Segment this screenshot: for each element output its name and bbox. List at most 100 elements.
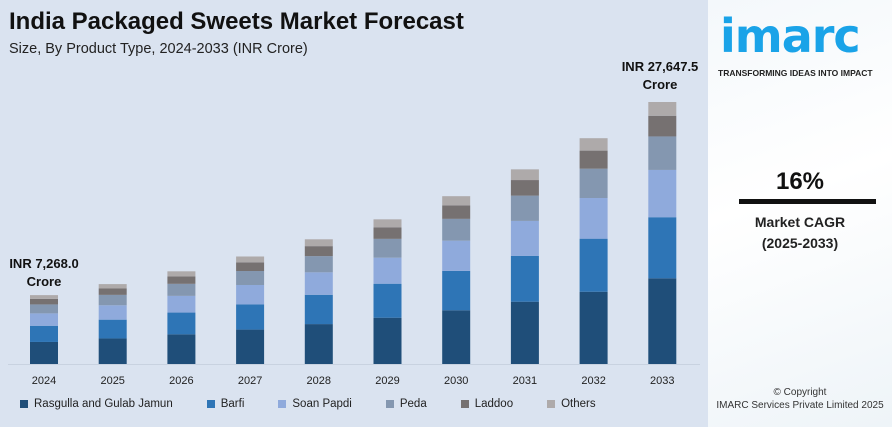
bar-segment-2031-0 [510, 301, 539, 364]
bar-segment-2030-1 [442, 270, 471, 311]
x-tick-label: 2032 [581, 375, 605, 387]
end-annotation: INR 27,647.5 Crore [612, 58, 708, 94]
legend-label: Laddoo [474, 398, 514, 410]
bar-segment-2026-1 [167, 312, 196, 335]
start-value: INR 7,268.0 [9, 256, 79, 271]
x-tick-label: 2031 [513, 375, 537, 387]
bar-segment-2032-2 [579, 198, 608, 239]
bar-segment-2028-1 [304, 294, 333, 325]
bar-segment-2031-2 [510, 220, 539, 256]
legend-label: Others [561, 398, 596, 410]
chart-subtitle: Size, By Product Type, 2024-2033 (INR Cr… [9, 41, 308, 57]
bar-segment-2029-4 [373, 227, 402, 239]
x-tick-label: 2028 [307, 375, 331, 387]
legend-item: Laddoo [460, 398, 514, 410]
bar-segment-2024-3 [30, 304, 58, 314]
copyright: © Copyright [773, 387, 827, 398]
bar-segment-2025-5 [98, 284, 127, 289]
end-value: INR 27,647.5 [621, 59, 699, 74]
bar-segment-2028-4 [304, 246, 333, 257]
legend-item: Peda [385, 398, 427, 410]
bar-segment-2025-1 [98, 319, 127, 339]
bar-segment-2024-1 [30, 325, 58, 342]
bar-segment-2027-2 [236, 284, 265, 305]
bar-segment-2027-5 [236, 256, 265, 263]
bar-segment-2026-3 [167, 283, 196, 296]
bar-segment-2032-1 [579, 238, 608, 292]
legend-swatch [206, 400, 215, 408]
bar-segment-2027-0 [236, 329, 265, 364]
bar-segment-2029-3 [373, 238, 402, 258]
legend-swatch [278, 400, 287, 408]
bar-segment-2033-0 [648, 278, 677, 364]
x-tick-label: 2030 [444, 375, 468, 387]
bar-segment-2031-1 [510, 255, 539, 302]
bar-segment-2028-3 [304, 256, 333, 273]
bar-segment-2032-0 [579, 291, 608, 364]
x-tick-label: 2029 [375, 375, 399, 387]
bar-segment-2030-2 [442, 240, 471, 271]
bar-segment-2030-4 [442, 205, 471, 219]
bar-segment-2029-1 [373, 283, 402, 318]
bar-segment-2032-3 [579, 168, 608, 199]
bar-segment-2031-3 [510, 195, 539, 221]
bar-segment-2027-1 [236, 304, 265, 330]
cagr-divider [739, 199, 876, 204]
bar-segment-2032-4 [579, 150, 608, 169]
legend-label: Rasgulla and Gulab Jamun [34, 398, 173, 410]
x-tick-label: 2033 [650, 375, 674, 387]
start-unit: Crore [26, 274, 62, 289]
bar-segment-2028-5 [304, 239, 333, 247]
x-tick-label: 2027 [238, 375, 262, 387]
bar-segment-2029-0 [373, 317, 402, 364]
bar-segment-2033-2 [648, 169, 677, 218]
bar-segment-2030-3 [442, 218, 471, 241]
bar-segment-2030-5 [442, 196, 471, 206]
bar-plot: 2024 2025 2026 2027 2028 2029 2030 2031 2032 2033 [8, 102, 700, 387]
legend-item: Others [547, 398, 596, 410]
bar-segment-2029-2 [373, 257, 402, 284]
legend-item: Rasgulla and Gulab Jamun [20, 398, 173, 410]
bar-segment-2025-2 [98, 305, 127, 320]
bar-segment-2033-4 [648, 115, 677, 137]
bar-segment-2024-2 [30, 313, 58, 326]
bar-segment-2026-2 [167, 295, 196, 313]
bar-segment-2031-5 [510, 169, 539, 181]
company-name: IMARC Services Private Limited 2025 [716, 400, 884, 411]
bar-segment-2033-5 [648, 102, 677, 116]
bar-segment-2026-0 [167, 334, 196, 364]
legend-swatch [20, 400, 28, 408]
bar-segment-2024-5 [30, 295, 58, 299]
cagr-period: (2025-2033) [761, 235, 839, 251]
bar-segment-2028-0 [304, 324, 333, 364]
legend: Rasgulla and Gulab Jamun Barfi Soan Papdi P… [20, 398, 630, 410]
bar-segment-2033-3 [648, 136, 677, 170]
bar-segment-2028-2 [304, 272, 333, 295]
bar-segment-2029-5 [373, 219, 402, 228]
bar-segment-2026-4 [167, 276, 196, 284]
legend-item: Barfi [206, 398, 245, 410]
x-tick-label: 2024 [32, 375, 56, 387]
x-tick-label: 2025 [100, 375, 124, 387]
start-annotation: INR 7,268.0 Crore [0, 255, 88, 291]
bar-segment-2027-3 [236, 271, 265, 285]
chart-title: India Packaged Sweets Market Forecast [9, 8, 464, 35]
end-unit: Crore [642, 77, 678, 92]
bar-segment-2024-0 [30, 341, 58, 364]
cagr-label-block: Market CAGR (2025-2033) [708, 212, 892, 254]
cagr-value: 16% [775, 168, 825, 195]
bar-segment-2024-4 [30, 298, 58, 305]
bar-segment-2033-1 [648, 217, 677, 279]
legend-label: Peda [399, 398, 427, 410]
bar-segment-2025-4 [98, 288, 127, 295]
legend-swatch [547, 400, 556, 408]
side-panel: imarc TRANSFORMING IDEAS INTO IMPACT 16%… [708, 0, 892, 427]
bar-segment-2032-5 [579, 138, 608, 151]
legend-label: Barfi [220, 398, 245, 410]
tagline: TRANSFORMING IDEAS INTO IMPACT [718, 68, 873, 78]
bar-segment-2027-4 [236, 262, 265, 272]
cagr-label: Market CAGR [754, 214, 846, 230]
bar-segment-2025-3 [98, 294, 127, 306]
bar-segment-2025-0 [98, 338, 127, 364]
legend-label: Soan Papdi [292, 398, 352, 410]
